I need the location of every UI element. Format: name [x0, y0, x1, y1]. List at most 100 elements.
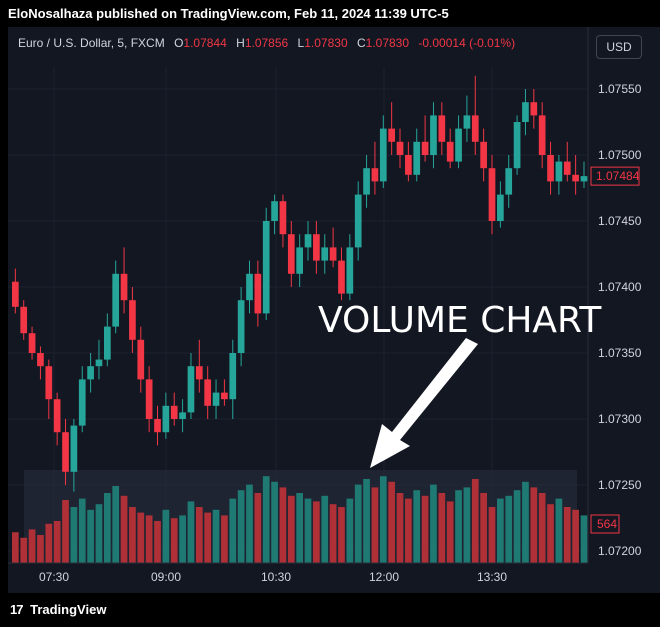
currency-button[interactable]: USD	[596, 35, 642, 59]
last-price-box	[590, 166, 640, 186]
volume-bar	[95, 504, 103, 563]
volume-bar	[338, 507, 345, 563]
candle-body	[12, 281, 19, 307]
time-tick-label: 10:30	[261, 570, 291, 584]
candle-body	[363, 168, 370, 195]
candle-body	[438, 115, 446, 142]
candle-body	[254, 273, 262, 314]
volume-bar	[28, 529, 36, 563]
time-tick-label: 07:30	[39, 570, 69, 584]
volume-bar	[262, 476, 270, 563]
candle-body	[195, 366, 203, 380]
candle-body	[471, 115, 479, 142]
volume-bar	[563, 507, 571, 563]
volume-bar	[480, 493, 487, 563]
price-tick-label: 1.07250	[598, 478, 642, 492]
close-label: C	[356, 36, 366, 50]
volume-bar	[120, 495, 128, 563]
chart-frame[interactable]: 1.07550 1.07500 1.07450 1.07400 1.07350 1.073…	[8, 27, 660, 593]
chart-legend: Euro / U.S. Dollar, 5, FXCM O1.07844 H1.…	[18, 36, 515, 50]
volume-bar	[12, 532, 19, 563]
high-value: 1.07856	[244, 36, 289, 50]
footer-brand: TradingView	[30, 602, 107, 617]
time-tick-label: 12:00	[369, 570, 399, 584]
candle-body	[28, 333, 36, 353]
candle-body	[45, 366, 53, 400]
volume-chart-annotation: VOLUME CHART	[318, 300, 602, 341]
volume-bar	[421, 495, 429, 563]
time-tick-label: 13:30	[477, 570, 507, 584]
volume-bar	[212, 509, 220, 563]
footer: 17 TradingView	[0, 593, 660, 627]
candle-body	[62, 432, 69, 472]
volume-bar	[354, 484, 362, 563]
candle-body	[455, 128, 462, 162]
candle-body	[329, 247, 337, 261]
volume-bar	[162, 509, 170, 563]
candle-body	[120, 273, 128, 301]
volume-bar	[446, 501, 454, 563]
candle-body	[463, 115, 471, 129]
candle-body	[279, 201, 287, 235]
candlestick-chart[interactable]: 1.07550 1.07500 1.07450 1.07400 1.07350 1.073…	[8, 27, 660, 593]
candle-body	[37, 353, 44, 367]
volume-bar	[405, 498, 412, 563]
volume-bar	[279, 487, 287, 563]
volume-value-box	[590, 514, 620, 534]
candle-body	[221, 392, 228, 400]
candle-body	[145, 379, 153, 419]
price-tick-label: 1.07500	[598, 148, 642, 162]
price-tick-label: 1.07200	[598, 544, 642, 558]
volume-bar	[513, 490, 521, 563]
volume-bar	[246, 484, 253, 563]
volume-bar	[522, 481, 529, 563]
candle-body	[179, 412, 186, 419]
volume-bar	[471, 479, 479, 563]
volume-bar	[505, 495, 513, 563]
low-value: 1.07830	[304, 36, 348, 50]
candle-body	[421, 141, 429, 155]
volume-bar	[430, 484, 437, 563]
volume-bar	[488, 507, 496, 563]
volume-bar	[379, 476, 387, 563]
volume-bar	[229, 498, 237, 563]
candle-body	[555, 161, 563, 182]
volume-value-label: 564	[597, 517, 617, 531]
candle-body	[162, 405, 170, 433]
volume-bar	[363, 479, 370, 563]
candle-body	[446, 141, 454, 162]
candle-body	[262, 221, 270, 314]
price-tick-label: 1.07450	[598, 214, 642, 228]
candle-body	[321, 247, 329, 261]
open-value: 1.07844	[183, 36, 227, 50]
volume-bar	[413, 490, 421, 563]
volume-bar	[187, 501, 195, 563]
candle-body	[513, 122, 521, 169]
candle-body	[480, 141, 487, 169]
candle-body	[346, 247, 354, 294]
volume-bar	[145, 515, 153, 563]
volume-bar	[62, 500, 69, 563]
candle-body	[396, 141, 404, 155]
close-value: 1.07830	[365, 36, 410, 50]
volume-bar	[254, 493, 262, 563]
price-tick-label: 1.07350	[598, 346, 642, 360]
candle-body	[129, 300, 136, 340]
candle-body	[538, 115, 546, 155]
volume-bar	[580, 515, 588, 563]
candle-body	[304, 234, 312, 248]
volume-bar	[237, 490, 245, 563]
candle-body	[313, 234, 320, 261]
candle-body	[338, 260, 345, 294]
volume-bar	[154, 521, 161, 563]
candle-body	[505, 168, 513, 195]
change-value: -0.00014 (-0.01%)	[418, 36, 516, 50]
volume-bar	[455, 490, 462, 563]
volume-bar	[371, 487, 379, 563]
candle-body	[187, 366, 195, 413]
high-label: H	[236, 36, 245, 50]
candle-body	[154, 419, 161, 433]
candle-body	[112, 273, 120, 327]
volume-bar	[313, 501, 320, 563]
candle-body	[572, 174, 579, 182]
